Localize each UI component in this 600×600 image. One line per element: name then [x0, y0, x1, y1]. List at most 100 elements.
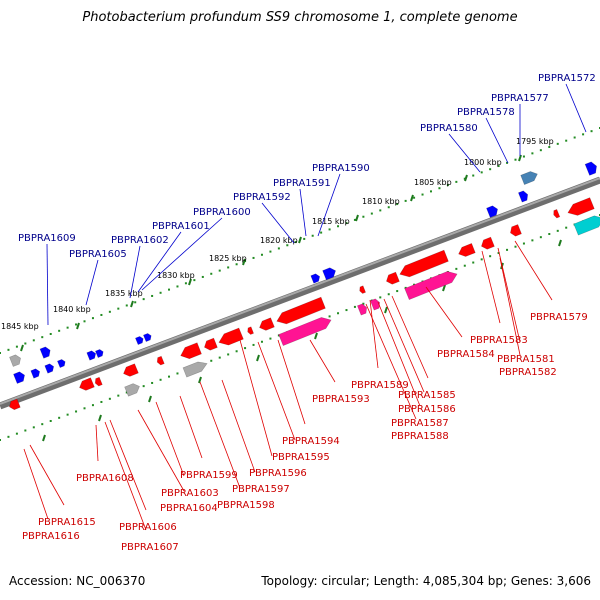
- upper-scale-dot: [472, 174, 475, 177]
- reverse-gene-arrow: [481, 236, 495, 250]
- bottom-gene-label: PBPRA1607: [121, 542, 179, 553]
- bottom-gene-label-leader: [369, 299, 379, 369]
- upper-scale-dot: [345, 222, 348, 225]
- scale-tick: [130, 300, 134, 308]
- lower-scale-dot: [41, 423, 44, 426]
- reverse-gene-arrow: [386, 271, 400, 285]
- bottom-gene-label: PBPRA1585: [398, 390, 456, 401]
- top-gene-label-leader: [565, 83, 587, 133]
- scale-label: 1845 kbp: [1, 322, 39, 331]
- lower-scale-dot: [556, 229, 559, 232]
- scale-label: 1815 kbp: [312, 217, 350, 226]
- bottom-gene-label-leader: [199, 381, 241, 489]
- lower-scale-dot: [218, 356, 221, 359]
- top-gene-label: PBPRA1572: [538, 73, 596, 84]
- upper-scale-dot: [320, 231, 323, 234]
- bottom-gene-label-leader: [514, 240, 553, 301]
- upper-scale-dot: [294, 241, 297, 244]
- upper-scale-dot: [75, 323, 78, 326]
- bottom-gene-label: PBPRA1606: [119, 522, 177, 533]
- scale-tick: [464, 174, 468, 182]
- reverse-gene-arrow: [94, 376, 103, 387]
- upper-scale-dot: [193, 279, 196, 282]
- upper-scale-dot: [548, 146, 551, 149]
- scale-tick: [410, 194, 414, 202]
- bottom-gene-label: PBPRA1616: [22, 531, 80, 542]
- upper-scale-dot: [413, 196, 416, 199]
- reverse-gene-arrow: [247, 326, 254, 335]
- scale-tick: [298, 236, 302, 244]
- upper-scale-dot: [455, 180, 458, 183]
- reverse-gene-arrow: [204, 337, 218, 351]
- upper-scale-dot: [49, 332, 52, 335]
- bottom-gene-label: PBPRA1599: [180, 470, 238, 481]
- top-gene-label-leader: [129, 245, 141, 299]
- magenta-gene-arrow: [370, 298, 381, 311]
- bottom-gene-label: PBPRA1595: [272, 452, 330, 463]
- scale-tick: [98, 414, 102, 422]
- top-gene-label: PBPRA1605: [69, 249, 127, 260]
- magenta-gene-arrow: [278, 317, 332, 346]
- upper-scale-dot: [0, 352, 1, 354]
- upper-scale-dot: [337, 225, 340, 228]
- forward-gene-arrow: [486, 205, 498, 218]
- bottom-gene-label: PBPRA1597: [232, 484, 290, 495]
- reverse-gene-arrow: [567, 197, 595, 216]
- bottom-gene-label-leader: [179, 395, 203, 459]
- forward-gene-arrow: [30, 368, 41, 379]
- reverse-gene-arrow: [510, 224, 522, 237]
- upper-scale-dot: [142, 298, 145, 301]
- lower-scale-dot: [49, 419, 52, 422]
- top-gene-label: PBPRA1590: [312, 163, 370, 174]
- scale-label: 1840 kbp: [53, 305, 91, 314]
- lower-scale-dot: [0, 439, 1, 441]
- reverse-gene-arrow: [276, 296, 326, 325]
- bottom-gene-label-leader: [104, 421, 147, 531]
- backbone-highlight: [0, 177, 600, 405]
- upper-scale-dot: [506, 161, 509, 164]
- reverse-gene-arrow: [359, 285, 366, 294]
- bottom-gene-label: PBPRA1608: [76, 473, 134, 484]
- scale-dots: 1795 kbp 1800 kbp 1805 kbp 1810 kbp 1815 kbp…: [0, 127, 600, 442]
- lower-scale-dot: [151, 381, 154, 384]
- bottom-gene-label-leader: [109, 419, 147, 511]
- bottom-gene-label: PBPRA1588: [391, 431, 449, 442]
- bottom-gene-label: PBPRA1582: [499, 367, 557, 378]
- scale-label: 1800 kbp: [464, 158, 502, 167]
- scale-tick: [148, 395, 152, 403]
- scale-tick: [198, 376, 202, 384]
- lower-scale-dot: [24, 429, 27, 432]
- cyan-gene-arrow: [573, 215, 600, 236]
- upper-scale-dot: [168, 288, 171, 291]
- bottom-gene-label: PBPRA1603: [161, 488, 219, 499]
- scale-label: 1805 kbp: [414, 178, 452, 187]
- lower-scale-dot: [142, 385, 145, 388]
- lower-scale-dot: [260, 340, 263, 343]
- bottom-gene-label-leader: [377, 301, 421, 407]
- bottom-gene-label: PBPRA1598: [217, 500, 275, 511]
- lower-scale-dot: [480, 258, 483, 261]
- bottom-gene-label: PBPRA1584: [437, 349, 495, 360]
- bottom-gene-label: PBPRA1586: [398, 404, 456, 415]
- genome-summary-text: Topology: circular; Length: 4,085,304 bp…: [261, 574, 591, 588]
- bottom-gene-label: PBPRA1594: [282, 436, 340, 447]
- top-gene-label: PBPRA1591: [273, 178, 331, 189]
- lower-scale-dot: [168, 375, 171, 378]
- top-gene-label-leader: [485, 117, 509, 164]
- lower-scale-dot: [472, 261, 475, 264]
- forward-gene-arrow: [310, 273, 321, 284]
- forward-gene-arrow: [39, 346, 51, 359]
- backbone-line: [0, 176, 600, 410]
- bottom-gene-label-leader: [221, 379, 256, 473]
- accession-text: Accession: NC_006370: [9, 574, 146, 588]
- reverse-gene-arrow: [156, 355, 165, 366]
- top-gene-label-leader: [299, 188, 307, 237]
- scale-tick: [384, 306, 388, 314]
- upper-scale-dot: [201, 275, 204, 278]
- bottom-gene-label-leader: [257, 341, 296, 441]
- magenta-gene-arrow: [357, 303, 368, 316]
- upper-scale-dot: [252, 256, 255, 259]
- lower-scale-dot: [337, 312, 340, 315]
- upper-scale-dot: [522, 155, 525, 158]
- top-gene-label: PBPRA1592: [233, 192, 291, 203]
